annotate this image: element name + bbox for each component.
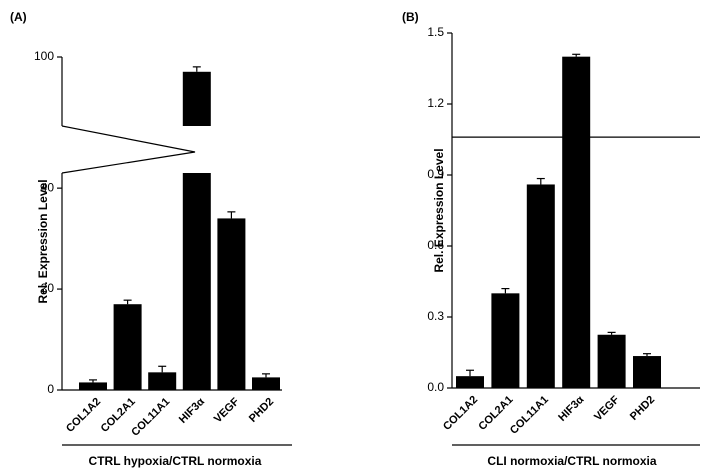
y-tick-label: 100 <box>34 49 54 63</box>
x-axis-label: CLI normoxia/CTRL normoxia <box>487 454 656 468</box>
bar <box>526 184 555 388</box>
bar <box>252 377 280 390</box>
bar <box>491 293 520 388</box>
y-axis-label: Rel. Expression Level <box>432 148 446 272</box>
y-tick-label: 0.3 <box>427 309 444 323</box>
x-tick-label: VEGF <box>212 395 242 425</box>
x-tick-label: HIF3α <box>177 396 207 426</box>
y-tick-label: 0.9 <box>427 167 444 181</box>
y-tick-label: 20 <box>41 281 55 295</box>
x-axis-label: CTRL hypoxia/CTRL normoxia <box>89 454 262 468</box>
y-tick-label: 0.6 <box>427 238 444 252</box>
bar <box>182 173 211 390</box>
x-tick-label: PHD2 <box>628 394 657 423</box>
bar <box>182 71 211 126</box>
panel-label: (B) <box>402 10 419 24</box>
axis-break <box>61 125 196 174</box>
x-tick-label: VEGF <box>592 393 622 423</box>
panel-label: (A) <box>10 10 27 24</box>
y-axis-label: Rel. Expression Level <box>36 179 50 303</box>
x-tick-label: PHD2 <box>247 396 276 425</box>
x-tick-label: HIF3α <box>556 394 586 424</box>
x-tick-label: COL1A2 <box>64 396 103 435</box>
bar <box>79 382 107 390</box>
bar <box>217 218 246 390</box>
y-tick-label: 1.5 <box>427 25 444 39</box>
x-tick-label: COL1A2 <box>441 394 480 433</box>
bar <box>562 56 591 389</box>
bar <box>148 372 177 390</box>
bar <box>597 334 626 388</box>
bar <box>456 376 484 388</box>
y-tick-label: 1.2 <box>427 96 444 110</box>
y-tick-label: 0 <box>47 382 54 396</box>
y-tick-label: 40 <box>41 180 55 194</box>
bar <box>113 304 142 390</box>
bar <box>633 356 661 388</box>
y-tick-label: 0.0 <box>427 380 444 394</box>
x-tick-label: COL11A1 <box>508 394 551 437</box>
